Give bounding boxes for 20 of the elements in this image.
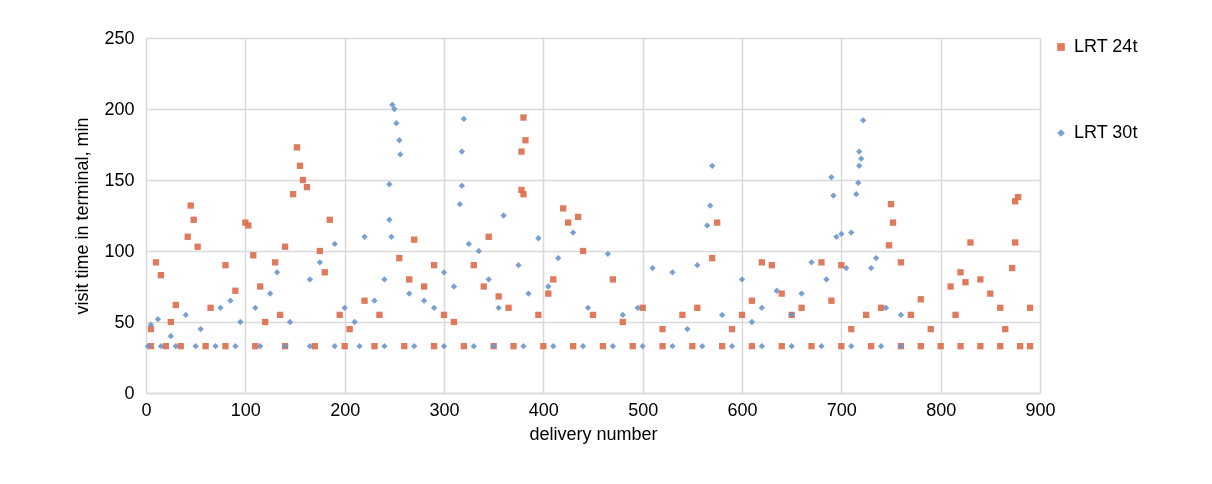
x-tick-label: 500 xyxy=(628,399,659,420)
y-tick-label: 50 xyxy=(114,311,135,332)
y-tick-label: 200 xyxy=(104,98,135,119)
x-tick-label: 800 xyxy=(926,399,957,420)
x-tick-label: 0 xyxy=(141,399,152,420)
x-tick-label: 700 xyxy=(826,399,857,420)
x-tick-label: 100 xyxy=(230,399,261,420)
legend-label: LRT 24t xyxy=(1074,36,1138,56)
y-tick-label: 250 xyxy=(104,27,135,48)
y-tick-label: 100 xyxy=(104,240,135,261)
y-axis-title: visit time in terminal, min xyxy=(72,117,93,315)
x-tick-label: 300 xyxy=(429,399,460,420)
x-tick-label: 200 xyxy=(330,399,361,420)
x-tick-label: 400 xyxy=(528,399,559,420)
legend-label: LRT 30t xyxy=(1074,122,1138,142)
y-tick-label: 0 xyxy=(124,382,135,403)
x-tick-label: 600 xyxy=(727,399,758,420)
x-tick-label: 900 xyxy=(1025,399,1056,420)
x-axis-title: delivery number xyxy=(529,423,658,444)
y-tick-label: 150 xyxy=(104,169,135,190)
